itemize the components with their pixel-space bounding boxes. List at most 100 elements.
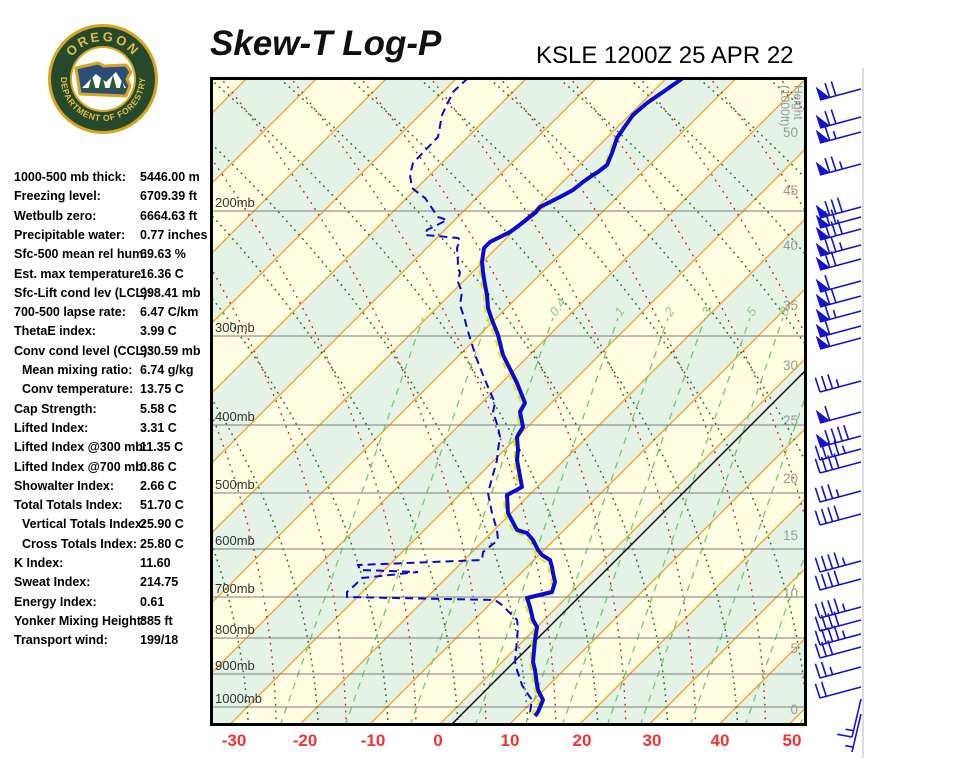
index-value: 998.41 mb (140, 285, 201, 300)
index-value: 214.75 (140, 575, 179, 590)
index-label: Sfc-Lift cond lev (LCL): (14, 285, 152, 300)
index-label: Freezing level: (14, 189, 101, 204)
wind-barb (814, 598, 862, 619)
wind-barb (814, 374, 862, 393)
index-value: 25.90 C (140, 517, 184, 532)
wind-barb (815, 109, 862, 129)
index-value: 11.35 C (140, 440, 184, 455)
index-value: 16.36 C (140, 266, 184, 281)
axis-label: 20 (572, 731, 592, 750)
index-value: 69.63 % (140, 247, 186, 262)
isotherm-line (210, 77, 459, 326)
axis-label: 40 (710, 731, 730, 750)
wind-barb (815, 319, 862, 338)
index-value: 6.74 g/kg (140, 363, 194, 377)
index-row: Vertical Totals Index: 25.90 C (14, 517, 209, 533)
zero-isotherm-line (449, 370, 806, 726)
index-value: 0.77 inches (140, 227, 208, 242)
index-value: 199/18 (140, 633, 179, 648)
index-row: Energy Index: 0.61 (14, 595, 209, 611)
isotherm-line (577, 495, 807, 726)
wind-barb (815, 237, 862, 257)
height-label: 30 (783, 358, 798, 373)
index-row: ThetaE index: 3.99 C (14, 324, 209, 340)
index-value: 930.59 mb (140, 343, 201, 358)
index-row: Freezing level: 6709.39 ft (14, 189, 209, 205)
index-row: 1000-500 mb thick: 5446.00 m (14, 170, 209, 186)
index-label: Wetbulb zero: (14, 208, 97, 223)
plot-area: 0.4 1 2 3 5 8200mb300mb400mb500mb600mb700mb80… (210, 77, 807, 726)
index-row: Conv temperature: 13.75 C (14, 382, 209, 398)
index-label: Sfc-500 mean rel hum: (14, 247, 148, 262)
index-label: Yonker Mixing Height: (14, 613, 146, 628)
axis-label: 0 (433, 731, 443, 750)
index-row: Yonker Mixing Height: 885 ft (14, 614, 209, 630)
axis-label: 30 (642, 731, 662, 750)
index-label: Conv cond level (CCL): (14, 343, 152, 358)
wind-barb (814, 661, 862, 679)
odf-logo: OREGON DEPARTMENT OF FORESTRY (48, 24, 158, 134)
moist-adiabat (568, 77, 807, 528)
index-label: K Index: (14, 556, 64, 570)
index-row: Lifted Index: 3.31 C (14, 421, 209, 437)
index-label: Showalter Index: (14, 478, 115, 493)
wind-barb (815, 219, 862, 241)
moist-adiabat (708, 77, 807, 215)
wind-barb (814, 570, 862, 591)
pressure-label: 1000mb (215, 691, 262, 706)
wind-barb (845, 713, 862, 753)
temperature-axis: -30 -20 -10 0 10 20 30 40 50 (0, 731, 960, 753)
wind-barb (815, 156, 862, 176)
isotherm-line (647, 565, 807, 726)
station-datetime: KSLE 1200Z 25 APR 22 (536, 42, 794, 69)
wind-barb-column (808, 0, 960, 768)
pressure-label: 500mb (215, 477, 255, 492)
index-value: 6664.63 ft (140, 208, 197, 223)
index-label: ThetaE index: (14, 324, 96, 339)
wind-barb (815, 304, 862, 323)
index-row: Lifted Index @700 mb: 0.86 C (14, 460, 209, 476)
index-label: Lifted Index @300 mb: (14, 440, 148, 455)
wind-barb (814, 440, 862, 461)
index-label: Total Totals Index: (14, 498, 123, 513)
height-label: 40 (783, 238, 798, 253)
pressure-label: 400mb (215, 409, 255, 424)
index-row: Sweat Index: 214.75 (14, 575, 209, 591)
isotherm-band (210, 77, 807, 726)
wind-barb (815, 331, 862, 350)
height-label: 15 (783, 528, 798, 543)
isotherm-line (367, 286, 807, 726)
index-value: 11.60 (140, 556, 171, 570)
wind-barb (814, 611, 862, 632)
index-value: 6709.39 ft (140, 189, 197, 204)
index-value: 5446.00 m (140, 170, 200, 184)
wind-barb (814, 505, 862, 526)
index-label: Precipitable water: (14, 227, 126, 242)
index-row: 700-500 lapse rate: 6.47 C/km (14, 305, 209, 321)
index-row: Est. max temperature: 16.36 C (14, 267, 209, 283)
index-label: Cap Strength: (14, 401, 97, 416)
wind-barb (815, 125, 862, 144)
index-row: Conv cond level (CCL): 930.59 mb (14, 344, 209, 360)
index-label: Lifted Index: (14, 420, 89, 435)
height-label: 50 (783, 125, 798, 140)
isotherm-line (210, 77, 320, 187)
index-row: Lifted Index @300 mb: 11.35 C (14, 440, 209, 456)
wind-barb (814, 552, 862, 573)
moist-adiabat (219, 77, 487, 726)
index-row: Sfc-Lift cond lev (LCL): 998.41 mb (14, 286, 209, 302)
page-title: Skew-T Log-P (210, 24, 442, 63)
isotherm-line (437, 356, 807, 726)
height-label: 25 (783, 413, 798, 428)
wind-barb (814, 625, 862, 646)
index-label: Conv temperature: (22, 382, 134, 397)
index-value: 2.66 C (140, 478, 177, 493)
isotherm-line (297, 216, 807, 726)
index-row: Transport wind: 199/18 (14, 633, 209, 649)
wind-barb (815, 81, 862, 101)
height-label: 0 (790, 702, 798, 717)
wind-barb (814, 484, 862, 503)
height-label: 45 (783, 183, 798, 198)
axis-label: -10 (360, 731, 386, 750)
index-label: Vertical Totals Index: (22, 517, 147, 532)
